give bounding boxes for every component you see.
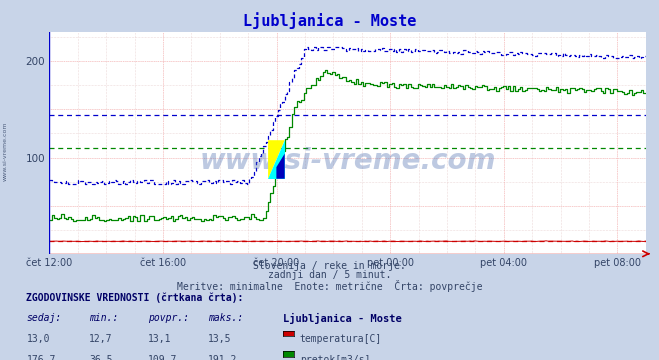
- Text: povpr.:: povpr.:: [148, 313, 189, 323]
- Text: maks.:: maks.:: [208, 313, 243, 323]
- Text: ZGODOVINSKE VREDNOSTI (črtkana črta):: ZGODOVINSKE VREDNOSTI (črtkana črta):: [26, 292, 244, 303]
- Text: www.si-vreme.com: www.si-vreme.com: [200, 147, 496, 175]
- Polygon shape: [268, 140, 285, 179]
- Text: 176,7: 176,7: [26, 355, 56, 360]
- Polygon shape: [268, 140, 285, 179]
- Text: zadnji dan / 5 minut.: zadnji dan / 5 minut.: [268, 270, 391, 280]
- Text: 36,5: 36,5: [89, 355, 113, 360]
- Text: Meritve: minimalne  Enote: metrične  Črta: povprečje: Meritve: minimalne Enote: metrične Črta:…: [177, 280, 482, 292]
- Polygon shape: [276, 154, 285, 179]
- Text: 13,0: 13,0: [26, 334, 50, 344]
- Text: sedaj:: sedaj:: [26, 313, 61, 323]
- Text: 191,2: 191,2: [208, 355, 237, 360]
- Text: Ljubljanica - Moste: Ljubljanica - Moste: [283, 313, 402, 324]
- Text: 13,1: 13,1: [148, 334, 172, 344]
- Text: www.si-vreme.com: www.si-vreme.com: [3, 121, 8, 181]
- Text: temperatura[C]: temperatura[C]: [300, 334, 382, 344]
- Text: Slovenija / reke in morje.: Slovenija / reke in morje.: [253, 261, 406, 271]
- Text: Ljubljanica - Moste: Ljubljanica - Moste: [243, 13, 416, 30]
- Text: min.:: min.:: [89, 313, 119, 323]
- Text: 13,5: 13,5: [208, 334, 231, 344]
- Text: pretok[m3/s]: pretok[m3/s]: [300, 355, 370, 360]
- Text: 109,7: 109,7: [148, 355, 178, 360]
- Text: 12,7: 12,7: [89, 334, 113, 344]
